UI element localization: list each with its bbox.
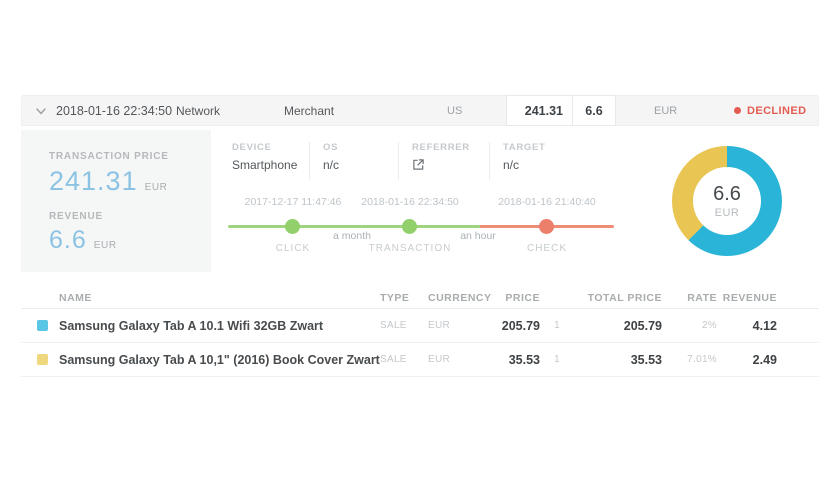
donut-center-unit: EUR (714, 207, 740, 219)
product-name: Samsung Galaxy Tab A 10.1 Wifi 32GB Zwar… (59, 318, 324, 333)
transaction-date: 2018-01-16 22:34:50 (361, 196, 459, 208)
referrer-cell: REFERRER (412, 142, 490, 180)
product-price: 35.53 (508, 352, 540, 367)
chevron-down-icon[interactable] (33, 96, 49, 125)
currency-code: EUR (654, 104, 678, 117)
target-label: TARGET (503, 142, 546, 153)
status-badge: DECLINED (734, 96, 806, 125)
transaction-dot-icon[interactable] (402, 219, 417, 234)
product-revenue: 4.12 (752, 318, 777, 333)
duration-click-transaction: a month (333, 230, 371, 242)
revenue-label: REVENUE (49, 211, 103, 222)
revenue-value: 6.6 (585, 103, 603, 118)
col-type: TYPE (380, 291, 410, 304)
transaction-price-value: 241.31 (507, 96, 573, 125)
visitor-info-row: DEVICE Smartphone OS n/c REFERRER TARGET… (232, 142, 586, 180)
series-swatch-icon (37, 354, 48, 365)
country-code: US (447, 104, 463, 117)
status-dot-icon (734, 107, 741, 114)
network-name: Network (176, 103, 221, 118)
col-name: NAME (59, 291, 92, 304)
transaction-price-big: 241.31 (49, 166, 138, 196)
col-rate: RATE (687, 291, 717, 304)
os-label: OS (323, 142, 339, 153)
duration-transaction-check: an hour (460, 230, 496, 242)
revenue-donut-chart: 6.6 EUR (672, 146, 782, 256)
product-currency: EUR (428, 354, 451, 365)
product-price: 205.79 (501, 318, 540, 333)
device-label: DEVICE (232, 142, 272, 153)
price-revenue-panel: TRANSACTION PRICE 241.31 EUR REVENUE 6.6… (21, 130, 211, 272)
timeline-line (228, 225, 614, 228)
device-value: Smartphone (232, 158, 298, 172)
product-name: Samsung Galaxy Tab A 10,1" (2016) Book C… (59, 352, 380, 367)
transaction-timeline: 2017-12-17 11:47:46 2018-01-16 22:34:50 … (228, 196, 614, 258)
referrer-label: REFERRER (412, 142, 470, 153)
external-link-icon[interactable] (412, 158, 475, 171)
col-price: PRICE (505, 291, 540, 304)
revenue-big: 6.6 (49, 226, 87, 254)
donut-center-value: 6.6 (713, 183, 741, 205)
revenue-unit: EUR (93, 240, 117, 251)
product-currency: EUR (428, 320, 451, 331)
click-dot-icon[interactable] (285, 219, 300, 234)
click-step-label: CLICK (275, 243, 311, 254)
product-qty: 1 (554, 354, 560, 365)
product-type: SALE (380, 354, 407, 365)
amount-box: 241.31 6.6 (506, 95, 616, 126)
product-rate: 2% (701, 320, 717, 331)
target-cell: TARGET n/c (503, 142, 573, 180)
target-value: n/c (503, 158, 520, 172)
os-value: n/c (323, 158, 340, 172)
transaction-summary-bar[interactable]: 2018-01-16 22:34:50 Network Merchant US … (21, 95, 819, 126)
table-row[interactable]: Samsung Galaxy Tab A 10,1" (2016) Book C… (21, 343, 819, 377)
col-revenue: REVENUE (722, 291, 777, 304)
product-type: SALE (380, 320, 407, 331)
check-dot-icon[interactable] (539, 219, 554, 234)
os-cell: OS n/c (323, 142, 399, 180)
check-date: 2018-01-16 21:40:40 (498, 196, 596, 208)
product-qty: 1 (554, 320, 560, 331)
table-row[interactable]: Samsung Galaxy Tab A 10.1 Wifi 32GB Zwar… (21, 309, 819, 343)
product-total: 35.53 (630, 352, 662, 367)
transaction-price-unit: EUR (144, 182, 168, 193)
merchant-name: Merchant (284, 103, 335, 118)
transaction-price-label: TRANSACTION PRICE (49, 151, 169, 162)
status-label: DECLINED (747, 104, 807, 117)
products-table-header: NAME TYPE CURRENCY PRICE TOTAL PRICE RAT… (21, 287, 819, 309)
series-swatch-icon (37, 320, 48, 331)
transaction-step-label: TRANSACTION (368, 243, 452, 254)
col-currency: CURRENCY (428, 291, 492, 304)
product-total: 205.79 (623, 318, 662, 333)
transaction-datetime: 2018-01-16 22:34:50 (56, 103, 173, 118)
device-cell: DEVICE Smartphone (232, 142, 310, 180)
donut-center: 6.6 EUR (693, 167, 761, 235)
col-total-price: TOTAL PRICE (587, 291, 662, 304)
click-date: 2017-12-17 11:47:46 (244, 196, 342, 208)
product-revenue: 2.49 (752, 352, 777, 367)
check-step-label: CHECK (526, 243, 567, 254)
product-rate: 7.01% (687, 354, 717, 365)
